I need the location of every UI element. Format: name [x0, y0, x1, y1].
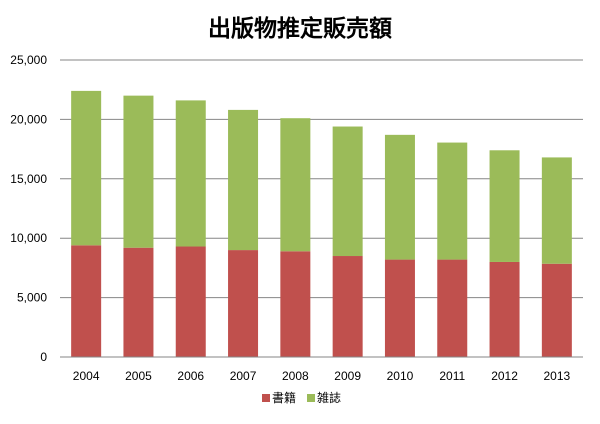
x-tick-label: 2008	[282, 369, 309, 383]
x-tick-label: 2013	[543, 369, 570, 383]
y-tick-label: 5,000	[17, 291, 47, 305]
legend-label-books: 書籍	[272, 390, 296, 405]
bar-magazines-2007	[228, 109, 259, 251]
x-axis-ticks: 2004 2005 2006 2007 2008 2009 2010 2011 2012 2013	[73, 369, 571, 383]
y-tick-label: 10,000	[10, 231, 47, 245]
chart-title: 出版物推定販売額	[208, 15, 392, 42]
x-tick-label: 2011	[439, 369, 465, 383]
y-tick-label: 15,000	[10, 172, 47, 186]
bar-books-2009	[332, 256, 363, 357]
legend-swatch-books	[262, 394, 270, 402]
legend-swatch-magazines	[307, 394, 315, 402]
y-tick-label: 20,000	[10, 112, 47, 126]
legend: 書籍 雑誌	[262, 390, 341, 405]
bar-magazines-2009	[332, 126, 363, 257]
x-tick-label: 2007	[230, 369, 257, 383]
bar-books-2005	[123, 247, 154, 357]
bar-magazines-2010	[384, 134, 415, 260]
bar-books-2007	[228, 250, 259, 357]
bar-magazines-2012	[489, 150, 520, 262]
bar-magazines-2004	[71, 90, 102, 246]
bar-magazines-2006	[175, 100, 206, 247]
bars	[71, 90, 572, 357]
bar-books-2004	[71, 245, 102, 357]
bar-books-2012	[489, 261, 520, 357]
y-axis-ticks: 0 5,000 10,000 15,000 20,000 25,000	[10, 53, 47, 364]
bar-magazines-2005	[123, 95, 154, 248]
legend-label-magazines: 雑誌	[317, 390, 341, 405]
x-tick-label: 2004	[73, 369, 100, 383]
bar-books-2013	[541, 263, 572, 357]
x-tick-label: 2009	[334, 369, 361, 383]
bar-books-2010	[384, 259, 415, 357]
bar-books-2008	[280, 251, 311, 357]
bar-books-2011	[437, 259, 468, 357]
bar-books-2006	[175, 246, 206, 357]
y-tick-label: 0	[40, 350, 47, 364]
bar-magazines-2013	[541, 157, 572, 264]
bar-magazines-2008	[280, 118, 311, 252]
x-tick-label: 2012	[491, 369, 518, 383]
x-tick-label: 2010	[387, 369, 414, 383]
x-tick-label: 2006	[177, 369, 204, 383]
x-tick-label: 2005	[125, 369, 152, 383]
y-tick-label: 25,000	[10, 53, 47, 67]
bar-magazines-2011	[437, 142, 468, 260]
